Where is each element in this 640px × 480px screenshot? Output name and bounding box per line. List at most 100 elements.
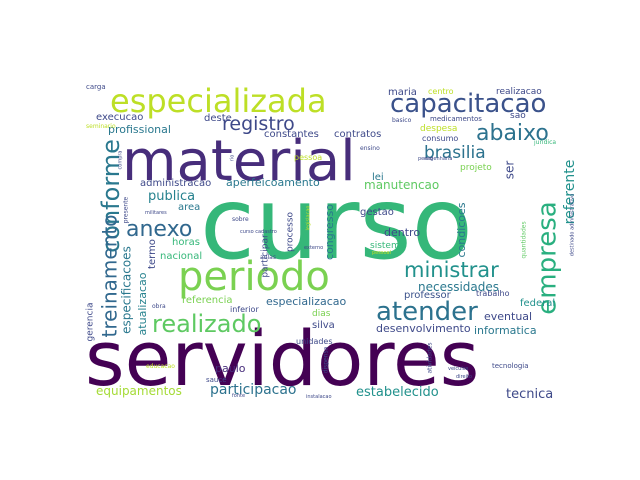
cloud-word: pessoal [372,250,391,256]
cloud-word: direito [456,374,472,380]
cloud-word: eventual [484,310,532,323]
cloud-word: maria [388,87,417,98]
cloud-word: dentro [384,226,420,239]
cloud-word: externo [304,245,323,251]
cloud-word: pessoa [294,153,322,162]
cloud-word: publica [148,189,195,204]
cloud-word: obra [152,303,166,310]
cloud-word: instalacao [306,394,332,400]
cloud-word: ensino [360,145,380,152]
cloud-word: dispensa [323,346,330,373]
cloud-word: especializacao [266,295,347,308]
cloud-word: fonte [232,393,245,399]
cloud-word: curso cadastro [240,229,277,235]
cloud-word: federal [520,298,555,309]
cloud-word: abaixo [476,121,549,146]
cloud-word: sobre [232,216,249,223]
cloud-word: condicoes [455,202,468,257]
cloud-word: participacao [210,382,297,398]
cloud-word: sauce [206,376,227,384]
cloud-word: estabelecido [356,385,439,400]
cloud-word: gerencia [86,303,96,342]
cloud-word: medicamentos [430,115,482,123]
cloud-word: manutencao [364,178,439,192]
cloud-word: professor [404,290,452,301]
cloud-word: participar [261,234,271,278]
cloud-word: aperfeicoamento [226,176,320,189]
cloud-word: veiculos [448,366,469,372]
cloud-word: militares [145,210,167,216]
cloud-word: seminario [86,123,116,130]
cloud-word: desenvolvimento [376,322,471,335]
cloud-word: sistema [370,241,405,251]
cloud-word: processo [286,211,296,252]
cloud-word: empresa [533,201,563,314]
cloud-word: equipamentos [96,384,182,398]
cloud-word: especificacoes [120,246,134,334]
cloud-word: trabalho [476,289,510,298]
cloud-word: despesa [420,124,457,134]
cloud-word: congresso [323,204,336,260]
cloud-word: especializada [110,82,327,120]
cloud-word: atualizacao [136,272,149,335]
cloud-word: atender [376,297,478,327]
cloud-word: educacao [146,363,175,370]
cloud-word: destinado administrativo [570,194,576,256]
cloud-word: constantes [264,129,319,140]
cloud-word: necessidades [418,280,499,294]
cloud-word: ministrar [404,258,499,282]
cloud-word: registro [222,113,295,135]
cloud-word: lei [372,172,384,183]
cloud-word: ser [503,161,517,180]
cloud-word: area [178,202,200,213]
cloud-word: juridica [533,139,556,146]
cloud-word: quantidades [521,221,528,258]
cloud-word: brasilia [424,143,486,163]
cloud-word: contratos [334,129,381,140]
cloud-word: material [122,129,356,194]
cloud-word: referencia [182,295,233,306]
cloud-word: engenharia [424,156,452,162]
cloud-word: sao [510,111,526,121]
cloud-word: realizacao [496,87,542,97]
cloud-word: consumo [422,134,458,143]
cloud-word: carga [86,83,106,91]
cloud-word: paulo [215,362,246,375]
cloud-word: basico [392,117,412,124]
cloud-word: deste [204,113,232,124]
cloud-word: execucao [96,112,143,123]
cloud-word: compra [118,151,124,170]
cloud-word: anexo [126,217,192,242]
cloud-word: referente [562,160,578,225]
cloud-word: pesso [418,156,433,162]
cloud-word: administracao [140,178,211,189]
cloud-word: informatica [474,324,537,337]
cloud-word: inferior [230,305,259,314]
cloud-word: conforme [97,139,125,253]
cloud-word: atividades [427,342,434,373]
cloud-word: centro [428,87,454,96]
cloud-word: silva [312,320,335,331]
cloud-word: rio [230,155,236,162]
cloud-word: gestao [360,207,394,218]
cloud-word: horas [172,237,200,248]
cloud-word: dias [312,309,331,319]
cloud-word: curso [200,165,473,282]
cloud-word: servidores [85,314,479,403]
cloud-word: nacional [160,251,202,262]
cloud-word: tecnologia [492,362,529,370]
cloud-word: aulas [260,254,276,261]
cloud-word: realizado [152,310,261,338]
cloud-word: unidades [296,337,333,346]
cloud-word: projeto [460,163,492,173]
cloud-word: treinamento [98,215,122,338]
cloud-word: profissional [108,123,171,136]
cloud-word: periodo [178,254,330,300]
cloud-word: capacitacao [390,89,546,119]
cloud-word: tecnica [506,387,553,402]
cloud-word: legislacao [306,206,312,231]
cloud-word: termo [147,239,158,269]
